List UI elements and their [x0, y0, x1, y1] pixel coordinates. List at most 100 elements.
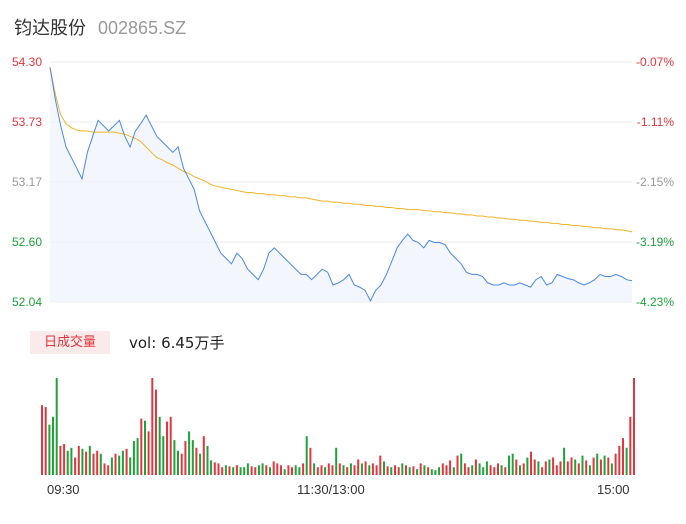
volume-bar [423, 465, 426, 475]
volume-bar [283, 469, 286, 475]
volume-bar [287, 465, 290, 475]
volume-bar [596, 453, 599, 475]
volume-bar [107, 465, 110, 475]
volume-bars [41, 378, 635, 476]
volume-bar [162, 436, 165, 475]
volume-bar [125, 448, 128, 475]
volume-bar [371, 463, 374, 475]
volume-bar [199, 453, 202, 475]
volume-bar [401, 463, 404, 475]
volume-bar [59, 445, 62, 475]
volume-bar [577, 463, 580, 475]
volume-bar [44, 407, 47, 475]
volume-bar [500, 465, 503, 475]
volume-bar [147, 431, 150, 475]
volume-bar [70, 447, 73, 475]
volume-bar [460, 453, 463, 475]
volume-bar [412, 466, 415, 475]
y-left-tick: 53.73 [12, 115, 43, 129]
volume-bar [497, 463, 499, 475]
volume-bar [63, 444, 66, 475]
volume-bar [544, 461, 547, 475]
volume-bar [224, 465, 227, 475]
volume-bar [324, 467, 327, 475]
volume-bar [132, 441, 135, 475]
volume-bar [364, 461, 367, 475]
volume-bar [180, 453, 183, 475]
volume-bar [537, 461, 540, 475]
volume-bar [52, 416, 54, 475]
volume-bar [533, 459, 536, 475]
volume-bar [202, 436, 205, 475]
volume-bar [614, 453, 617, 475]
y-right-tick: -4.23% [635, 295, 674, 309]
volume-bar [603, 455, 606, 475]
volume-bar [397, 467, 400, 475]
volume-bar [386, 466, 389, 475]
volume-bar [375, 465, 378, 475]
volume-bar [441, 463, 444, 475]
volume-info: vol: 6.45万手 [129, 332, 224, 353]
volume-bar [338, 463, 341, 475]
volume-bar [508, 455, 510, 475]
volume-bar [548, 459, 551, 475]
y-right-tick: -2.15% [635, 175, 674, 189]
y-right-tick: -1.11% [636, 115, 674, 129]
volume-bar [99, 453, 102, 475]
volume-bar [607, 457, 610, 475]
volume-bar [474, 459, 477, 475]
volume-bar [129, 457, 132, 475]
x-tick-close: 15:00 [597, 482, 630, 497]
volume-bar [210, 460, 213, 475]
volume-bar [610, 463, 613, 475]
volume-bar [151, 378, 154, 475]
volume-bar [92, 453, 95, 475]
volume-bar [331, 465, 334, 475]
volume-bar [121, 450, 124, 476]
volume-bar [485, 461, 488, 475]
volume-bar [522, 463, 525, 475]
volume-bar [316, 467, 319, 475]
volume-bar [291, 467, 293, 475]
volume-bar [254, 467, 257, 475]
volume-bar [213, 462, 216, 475]
volume-bar [618, 445, 621, 475]
volume-bar [368, 465, 371, 475]
x-tick-midday: 11:30/13:00 [297, 482, 365, 497]
volume-bar [555, 465, 558, 475]
y-left-tick: 52.04 [12, 295, 43, 309]
volume-bar [85, 451, 88, 475]
volume-bar [155, 389, 157, 475]
volume-bar [235, 465, 238, 475]
volume-bar [526, 457, 529, 475]
volume-bar [66, 450, 69, 476]
volume-bar [592, 457, 595, 475]
volume-bar [302, 463, 305, 475]
volume-bar [438, 467, 441, 475]
volume-bar [114, 453, 117, 475]
volume-label: vol: [129, 334, 157, 352]
volume-bar [81, 448, 84, 475]
price-area-fill [50, 67, 632, 302]
volume-bar [188, 431, 191, 475]
volume-bar [246, 463, 249, 475]
volume-bar [269, 467, 271, 475]
price-line [49, 67, 633, 303]
volume-bar [559, 461, 562, 475]
volume-bar [335, 447, 338, 475]
volume-bar [563, 447, 566, 475]
volume-bar [394, 465, 396, 475]
volume-bar [430, 469, 433, 475]
volume-bar [427, 467, 430, 475]
volume-bar [452, 467, 455, 475]
volume-bar [118, 455, 121, 475]
volume-tag[interactable]: 日成交量 [30, 331, 110, 354]
volume-bar [349, 463, 352, 475]
volume-bar [228, 466, 231, 475]
volume-bar [467, 467, 470, 475]
volume-bar [434, 470, 437, 475]
stock-code: 002865.SZ [98, 18, 187, 38]
volume-bar [342, 465, 345, 475]
volume-bar [191, 440, 194, 475]
volume-bar [221, 467, 224, 475]
